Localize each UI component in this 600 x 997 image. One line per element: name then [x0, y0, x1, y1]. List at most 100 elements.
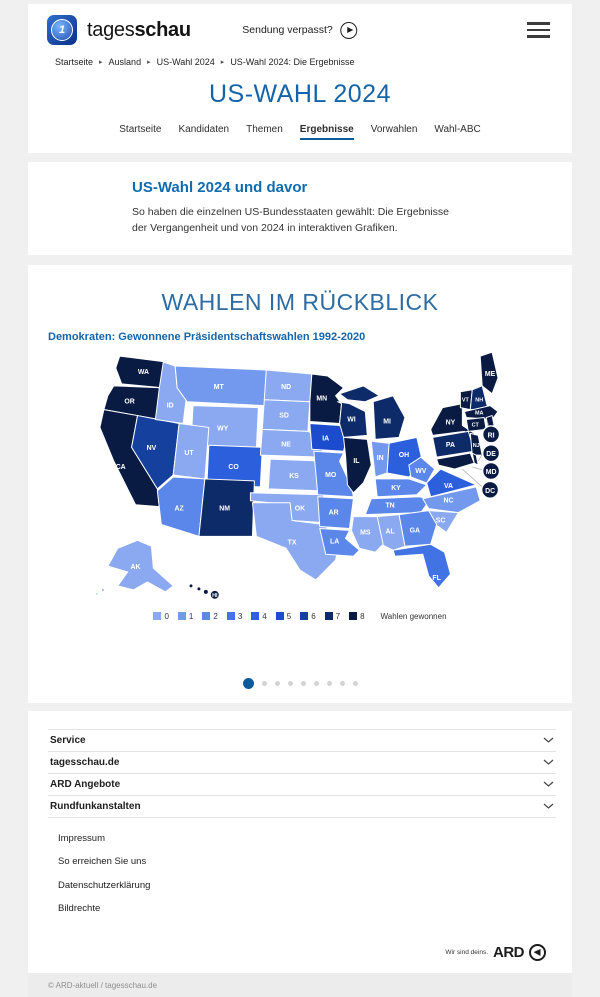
- carousel-dot-1[interactable]: [243, 678, 254, 689]
- play-icon[interactable]: [341, 22, 358, 39]
- legend-value: 8: [360, 612, 364, 621]
- state-label-MO: MO: [325, 471, 337, 478]
- legend-item-5: 5: [276, 612, 291, 621]
- state-label-UT: UT: [184, 450, 194, 457]
- breadcrumb-separator-icon: ▸: [99, 58, 103, 66]
- footer-link-bildrechte[interactable]: Bildrechte: [58, 903, 572, 914]
- ard-branding[interactable]: Wir sind deins. ARD: [28, 944, 546, 961]
- ard-logo-icon: [529, 944, 546, 961]
- state-label-VA: VA: [444, 482, 453, 489]
- carousel-dot-9[interactable]: [353, 681, 358, 686]
- tab-themen[interactable]: Themen: [246, 124, 283, 140]
- breadcrumb: Startseite▸Ausland▸US-Wahl 2024▸US-Wahl …: [28, 48, 572, 67]
- tab-ergebnisse[interactable]: Ergebnisse: [300, 124, 354, 140]
- state-label-MA: MA: [475, 410, 484, 416]
- breadcrumb-item[interactable]: US-Wahl 2024: [157, 57, 215, 67]
- state-label-AK: AK: [131, 564, 141, 571]
- footer-link-so-erreichen-sie-uns[interactable]: So erreichen Sie uns: [58, 856, 572, 867]
- state-label-MN: MN: [316, 395, 327, 402]
- footer-links: Impressum So erreichen Sie uns Datenschutz…: [58, 833, 572, 915]
- legend-value: 4: [262, 612, 266, 621]
- state-label-WA: WA: [138, 368, 149, 375]
- chevron-down-icon: [543, 781, 554, 787]
- tab-startseite[interactable]: Startseite: [119, 124, 161, 140]
- breadcrumb-item[interactable]: US-Wahl 2024: Die Ergebnisse: [230, 57, 354, 67]
- state-label-IN: IN: [377, 455, 384, 462]
- state-HI[interactable]: [197, 586, 201, 590]
- accordion-rundfunkanstalten[interactable]: Rundfunkanstalten: [48, 795, 556, 818]
- us-choropleth-map[interactable]: WA OR CA NV ID MT WY UT CO AZ NM ND SD N…: [90, 343, 500, 603]
- legend-value: 5: [287, 612, 291, 621]
- state-MI[interactable]: [340, 385, 380, 401]
- breadcrumb-item[interactable]: Ausland: [109, 57, 142, 67]
- legend-swatch: [349, 612, 357, 620]
- state-callout-label-DC: DC: [485, 487, 495, 494]
- accordion-tagesschau-de[interactable]: tagesschau.de: [48, 751, 556, 773]
- accordion-ard-angebote[interactable]: ARD Angebote: [48, 773, 556, 795]
- state-FL[interactable]: [393, 544, 450, 588]
- state-label-OR: OR: [124, 398, 134, 405]
- brand-regular: tages: [87, 19, 134, 41]
- state-label-CA: CA: [116, 464, 126, 471]
- missed-broadcast-link[interactable]: Sendung verpasst?: [242, 22, 357, 39]
- missed-broadcast-label: Sendung verpasst?: [242, 24, 332, 36]
- legend-value: 0: [164, 612, 168, 621]
- state-KY[interactable]: [375, 478, 426, 496]
- carousel-dot-8[interactable]: [340, 681, 345, 686]
- globe-icon: 1: [51, 19, 73, 41]
- carousel-dot-2[interactable]: [262, 681, 267, 686]
- menu-icon[interactable]: [527, 18, 550, 42]
- legend-value: 7: [336, 612, 340, 621]
- tab-wahl-abc[interactable]: Wahl-ABC: [434, 124, 480, 140]
- chevron-down-icon: [543, 737, 554, 743]
- page-footer: Service tagesschau.de ARD Angebote Rundfunk…: [28, 711, 572, 997]
- tab-kandidaten[interactable]: Kandidaten: [179, 124, 230, 140]
- copyright-text: © ARD-aktuell / tagesschau.de: [48, 981, 157, 990]
- state-label-IA: IA: [322, 435, 329, 442]
- state-HI[interactable]: [203, 589, 208, 594]
- teaser-title[interactable]: US-Wahl 2024 und davor: [132, 179, 552, 196]
- legend-swatch: [202, 612, 210, 620]
- accordion-label: ARD Angebote: [50, 779, 120, 790]
- state-callout-label-DE: DE: [486, 451, 496, 458]
- carousel-dot-6[interactable]: [314, 681, 319, 686]
- state-label-WV: WV: [415, 468, 427, 475]
- state-label-ID: ID: [167, 402, 174, 409]
- tab-vorwahlen[interactable]: Vorwahlen: [371, 124, 418, 140]
- carousel-dot-5[interactable]: [301, 681, 306, 686]
- chevron-down-icon: [543, 759, 554, 765]
- legend-swatch: [325, 612, 333, 620]
- legend-item-8: 8: [349, 612, 364, 621]
- legend-caption: Wahlen gewonnen: [381, 612, 447, 621]
- brand-bold: schau: [134, 19, 190, 41]
- carousel-dot-7[interactable]: [327, 681, 332, 686]
- site-header: 1 tagesschau Sendung verpasst? Startseit…: [28, 4, 572, 153]
- footer-link-datenschutzerkl-rung[interactable]: Datenschutzerklärung: [58, 880, 572, 891]
- legend-value: 1: [189, 612, 193, 621]
- teaser-card[interactable]: US-Wahl 2024 und davor So haben die einz…: [28, 162, 572, 255]
- accordion-service[interactable]: Service: [48, 729, 556, 751]
- state-label-HI: HI: [212, 592, 218, 598]
- accordion-label: tagesschau.de: [50, 757, 119, 768]
- carousel-dots: [28, 678, 572, 689]
- state-label-WI: WI: [347, 416, 356, 423]
- legend-item-3: 3: [227, 612, 242, 621]
- state-HI[interactable]: [189, 583, 193, 587]
- state-label-PA: PA: [446, 442, 455, 449]
- carousel-dot-3[interactable]: [275, 681, 280, 686]
- tagesschau-logo-icon[interactable]: 1: [47, 15, 77, 45]
- footer-link-impressum[interactable]: Impressum: [58, 833, 572, 844]
- legend-item-0: 0: [153, 612, 168, 621]
- brand-wordmark[interactable]: tagesschau: [87, 19, 191, 42]
- accordion-label: Rundfunkanstalten: [50, 801, 141, 812]
- legend-item-6: 6: [300, 612, 315, 621]
- state-label-TX: TX: [288, 539, 297, 546]
- state-label-CT: CT: [472, 422, 480, 428]
- carousel-dot-4[interactable]: [288, 681, 293, 686]
- teaser-text: So haben die einzelnen US-Bundesstaaten …: [132, 205, 454, 237]
- breadcrumb-separator-icon: ▸: [147, 58, 151, 66]
- section-tabs: Startseite Kandidaten Themen Ergebnisse Vorw…: [28, 124, 572, 140]
- breadcrumb-item[interactable]: Startseite: [55, 57, 93, 67]
- legend-value: 2: [213, 612, 217, 621]
- state-label-AZ: AZ: [175, 505, 185, 512]
